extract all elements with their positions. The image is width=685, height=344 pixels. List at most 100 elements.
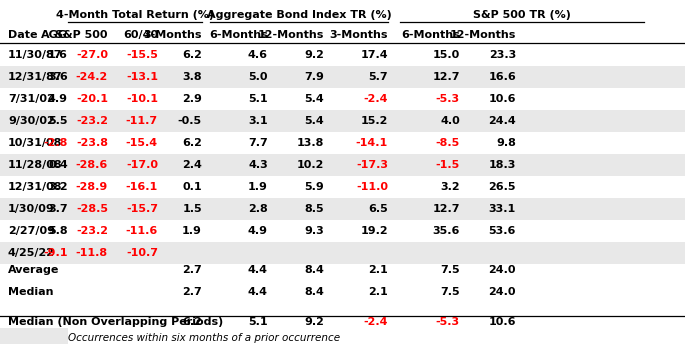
- Text: 3-Months: 3-Months: [329, 30, 388, 40]
- Bar: [0, 198, 685, 220]
- Text: 4.6: 4.6: [248, 50, 268, 60]
- Text: -2.4: -2.4: [364, 94, 388, 104]
- Text: -11.0: -11.0: [356, 182, 388, 192]
- Text: 4-Month Total Return (%): 4-Month Total Return (%): [56, 10, 214, 20]
- Text: 3.2: 3.2: [440, 182, 460, 192]
- Text: -16.1: -16.1: [126, 182, 158, 192]
- Text: 8.4: 8.4: [304, 287, 324, 297]
- Text: 1.9: 1.9: [248, 182, 268, 192]
- Text: 9.2: 9.2: [304, 317, 324, 327]
- Text: -28.6: -28.6: [76, 160, 108, 170]
- Text: 24.0: 24.0: [488, 287, 516, 297]
- Text: 33.1: 33.1: [489, 204, 516, 214]
- Text: -23.2: -23.2: [76, 116, 108, 126]
- Text: -1.5: -1.5: [436, 160, 460, 170]
- Text: 11/28/08: 11/28/08: [8, 160, 62, 170]
- Text: 5.9: 5.9: [304, 182, 324, 192]
- Text: Occurrences within six months of a prior occurrence: Occurrences within six months of a prior…: [68, 333, 340, 343]
- Text: 0.1: 0.1: [182, 182, 202, 192]
- Text: 17.4: 17.4: [360, 50, 388, 60]
- Bar: [0, 66, 685, 88]
- Text: 18.3: 18.3: [488, 160, 516, 170]
- Text: -17.3: -17.3: [356, 160, 388, 170]
- Text: 4/25/22: 4/25/22: [8, 248, 55, 258]
- Bar: [0, 110, 685, 132]
- Text: AGG: AGG: [41, 30, 68, 40]
- Text: Median (Non Overlapping Periods): Median (Non Overlapping Periods): [8, 317, 223, 327]
- Text: 53.6: 53.6: [488, 226, 516, 236]
- Bar: [0, 328, 68, 344]
- Text: 23.3: 23.3: [489, 50, 516, 60]
- Text: -11.7: -11.7: [126, 116, 158, 126]
- Text: 3.6: 3.6: [48, 72, 68, 82]
- Text: 4.9: 4.9: [248, 226, 268, 236]
- Text: -11.8: -11.8: [76, 248, 108, 258]
- Text: 4.4: 4.4: [248, 287, 268, 297]
- Text: 5.0: 5.0: [249, 72, 268, 82]
- Text: -20.1: -20.1: [76, 94, 108, 104]
- Text: 5.7: 5.7: [369, 72, 388, 82]
- Text: 1.9: 1.9: [182, 226, 202, 236]
- Text: 3.2: 3.2: [49, 182, 68, 192]
- Text: 8.4: 8.4: [304, 265, 324, 275]
- Text: 5.4: 5.4: [304, 94, 324, 104]
- Text: 19.2: 19.2: [360, 226, 388, 236]
- Text: 4.9: 4.9: [48, 94, 68, 104]
- Text: 0.4: 0.4: [48, 160, 68, 170]
- Text: 12-Months: 12-Months: [258, 30, 324, 40]
- Text: 13.8: 13.8: [297, 138, 324, 148]
- Text: 2.7: 2.7: [182, 287, 202, 297]
- Text: 6-Months: 6-Months: [209, 30, 268, 40]
- Text: 7.7: 7.7: [248, 138, 268, 148]
- Text: 35.6: 35.6: [433, 226, 460, 236]
- Text: -23.2: -23.2: [76, 226, 108, 236]
- Text: 10/31/08: 10/31/08: [8, 138, 62, 148]
- Text: 1.6: 1.6: [48, 50, 68, 60]
- Text: -28.5: -28.5: [76, 204, 108, 214]
- Text: -17.0: -17.0: [126, 160, 158, 170]
- Text: -9.1: -9.1: [44, 248, 68, 258]
- Text: 60/40: 60/40: [123, 30, 158, 40]
- Text: 6.5: 6.5: [369, 204, 388, 214]
- Bar: [0, 242, 685, 264]
- Text: 2.1: 2.1: [369, 265, 388, 275]
- Text: 2.9: 2.9: [182, 94, 202, 104]
- Text: Median: Median: [8, 287, 53, 297]
- Text: -15.5: -15.5: [126, 50, 158, 60]
- Text: 1.5: 1.5: [182, 204, 202, 214]
- Text: -14.1: -14.1: [356, 138, 388, 148]
- Text: 15.0: 15.0: [433, 50, 460, 60]
- Text: 12/31/87: 12/31/87: [8, 72, 62, 82]
- Text: 11/30/87: 11/30/87: [8, 50, 62, 60]
- Text: 24.4: 24.4: [488, 116, 516, 126]
- Text: 10.2: 10.2: [297, 160, 324, 170]
- Text: 6.2: 6.2: [182, 138, 202, 148]
- Text: 4.0: 4.0: [440, 116, 460, 126]
- Text: 24.0: 24.0: [488, 265, 516, 275]
- Text: 7.5: 7.5: [440, 287, 460, 297]
- Text: -0.5: -0.5: [178, 116, 202, 126]
- Text: 3.8: 3.8: [182, 72, 202, 82]
- Text: 3-Months: 3-Months: [143, 30, 202, 40]
- Text: 12/31/08: 12/31/08: [8, 182, 62, 192]
- Text: 2.8: 2.8: [248, 204, 268, 214]
- Text: -15.4: -15.4: [126, 138, 158, 148]
- Text: 26.5: 26.5: [488, 182, 516, 192]
- Text: Average: Average: [8, 265, 60, 275]
- Text: 12-Months: 12-Months: [449, 30, 516, 40]
- Text: 16.6: 16.6: [488, 72, 516, 82]
- Text: -11.6: -11.6: [126, 226, 158, 236]
- Text: 7.5: 7.5: [440, 265, 460, 275]
- Text: 10.6: 10.6: [488, 94, 516, 104]
- Text: 4.4: 4.4: [248, 265, 268, 275]
- Text: 6.2: 6.2: [182, 317, 202, 327]
- Text: 7/31/02: 7/31/02: [8, 94, 55, 104]
- Text: 2.7: 2.7: [182, 265, 202, 275]
- Text: 9/30/02: 9/30/02: [8, 116, 55, 126]
- Text: -27.0: -27.0: [76, 50, 108, 60]
- Text: Date: Date: [8, 30, 38, 40]
- Text: -24.2: -24.2: [76, 72, 108, 82]
- Text: -10.7: -10.7: [126, 248, 158, 258]
- Text: 2.4: 2.4: [182, 160, 202, 170]
- Text: 15.2: 15.2: [360, 116, 388, 126]
